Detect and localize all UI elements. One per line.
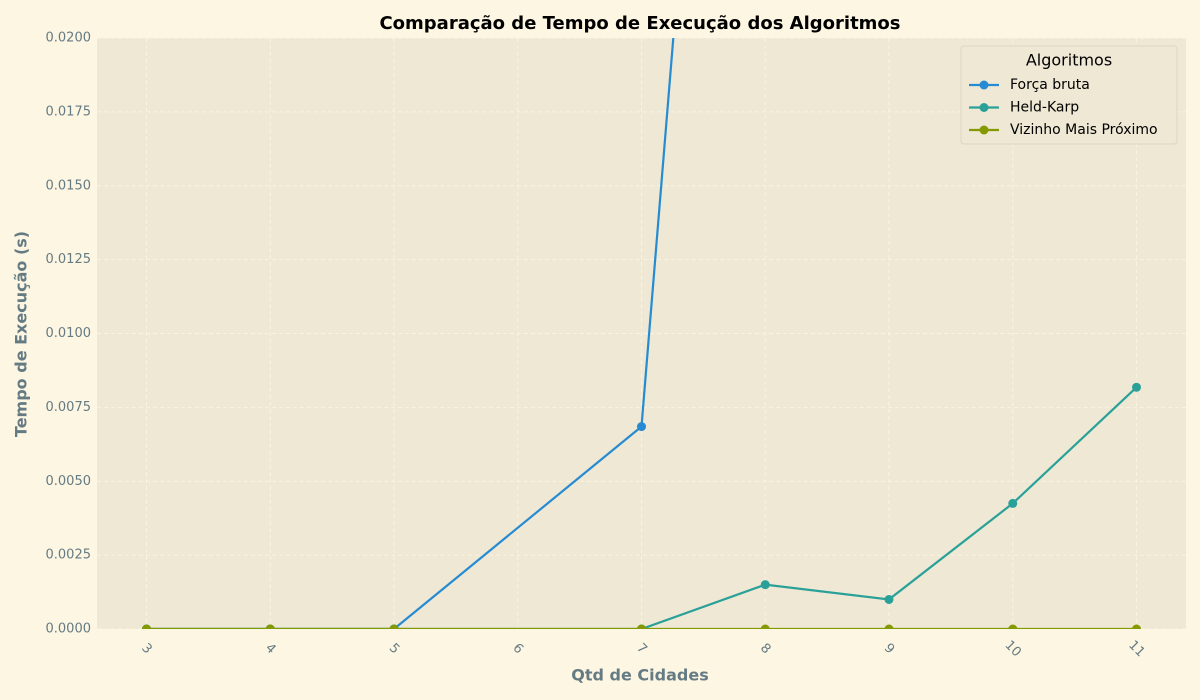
- point: [884, 624, 894, 629]
- point: [760, 580, 770, 590]
- y-tick-label: 0.0200: [46, 31, 92, 46]
- y-tick-label: 0.0000: [46, 622, 92, 637]
- point: [637, 624, 646, 629]
- legend-marker: [979, 125, 989, 135]
- y-tick-label: 0.0100: [46, 326, 92, 341]
- point: [265, 624, 275, 629]
- x-axis-label: Qtd de Cidades: [571, 666, 708, 685]
- legend-label: Held-Karp: [1010, 100, 1079, 116]
- y-axis-label: Tempo de Execução (s): [12, 231, 31, 437]
- point: [142, 624, 151, 629]
- point: [1008, 498, 1018, 508]
- y-tick-label: 0.0125: [46, 252, 92, 267]
- legend: Algoritmos Força bruta Held-Karp Vizinho Ma…: [960, 45, 1178, 145]
- y-tick-label: 0.0150: [46, 178, 92, 193]
- lines: [142, 38, 1141, 629]
- legend-title: Algoritmos: [1026, 51, 1112, 70]
- point: [1132, 624, 1141, 629]
- y-tick-label: 0.0075: [46, 400, 92, 415]
- y-tick-label: 0.0025: [46, 548, 92, 563]
- legend-label: Vizinho Mais Próximo: [1010, 122, 1158, 138]
- legend-box: [960, 45, 1178, 145]
- point: [1008, 624, 1018, 629]
- legend-marker: [979, 80, 989, 90]
- point: [760, 624, 770, 629]
- y-tick-label: 0.0175: [46, 104, 92, 119]
- point: [884, 594, 894, 604]
- series-line: [146, 386, 1138, 629]
- point: [1132, 382, 1141, 392]
- point: [637, 422, 646, 432]
- legend-marker: [979, 103, 989, 112]
- chart-title: Comparação de Tempo de Execução dos Algo…: [379, 13, 900, 34]
- point: [389, 624, 399, 629]
- legend-label: Força bruta: [1010, 77, 1090, 93]
- y-tick-label: 0.0050: [46, 474, 92, 489]
